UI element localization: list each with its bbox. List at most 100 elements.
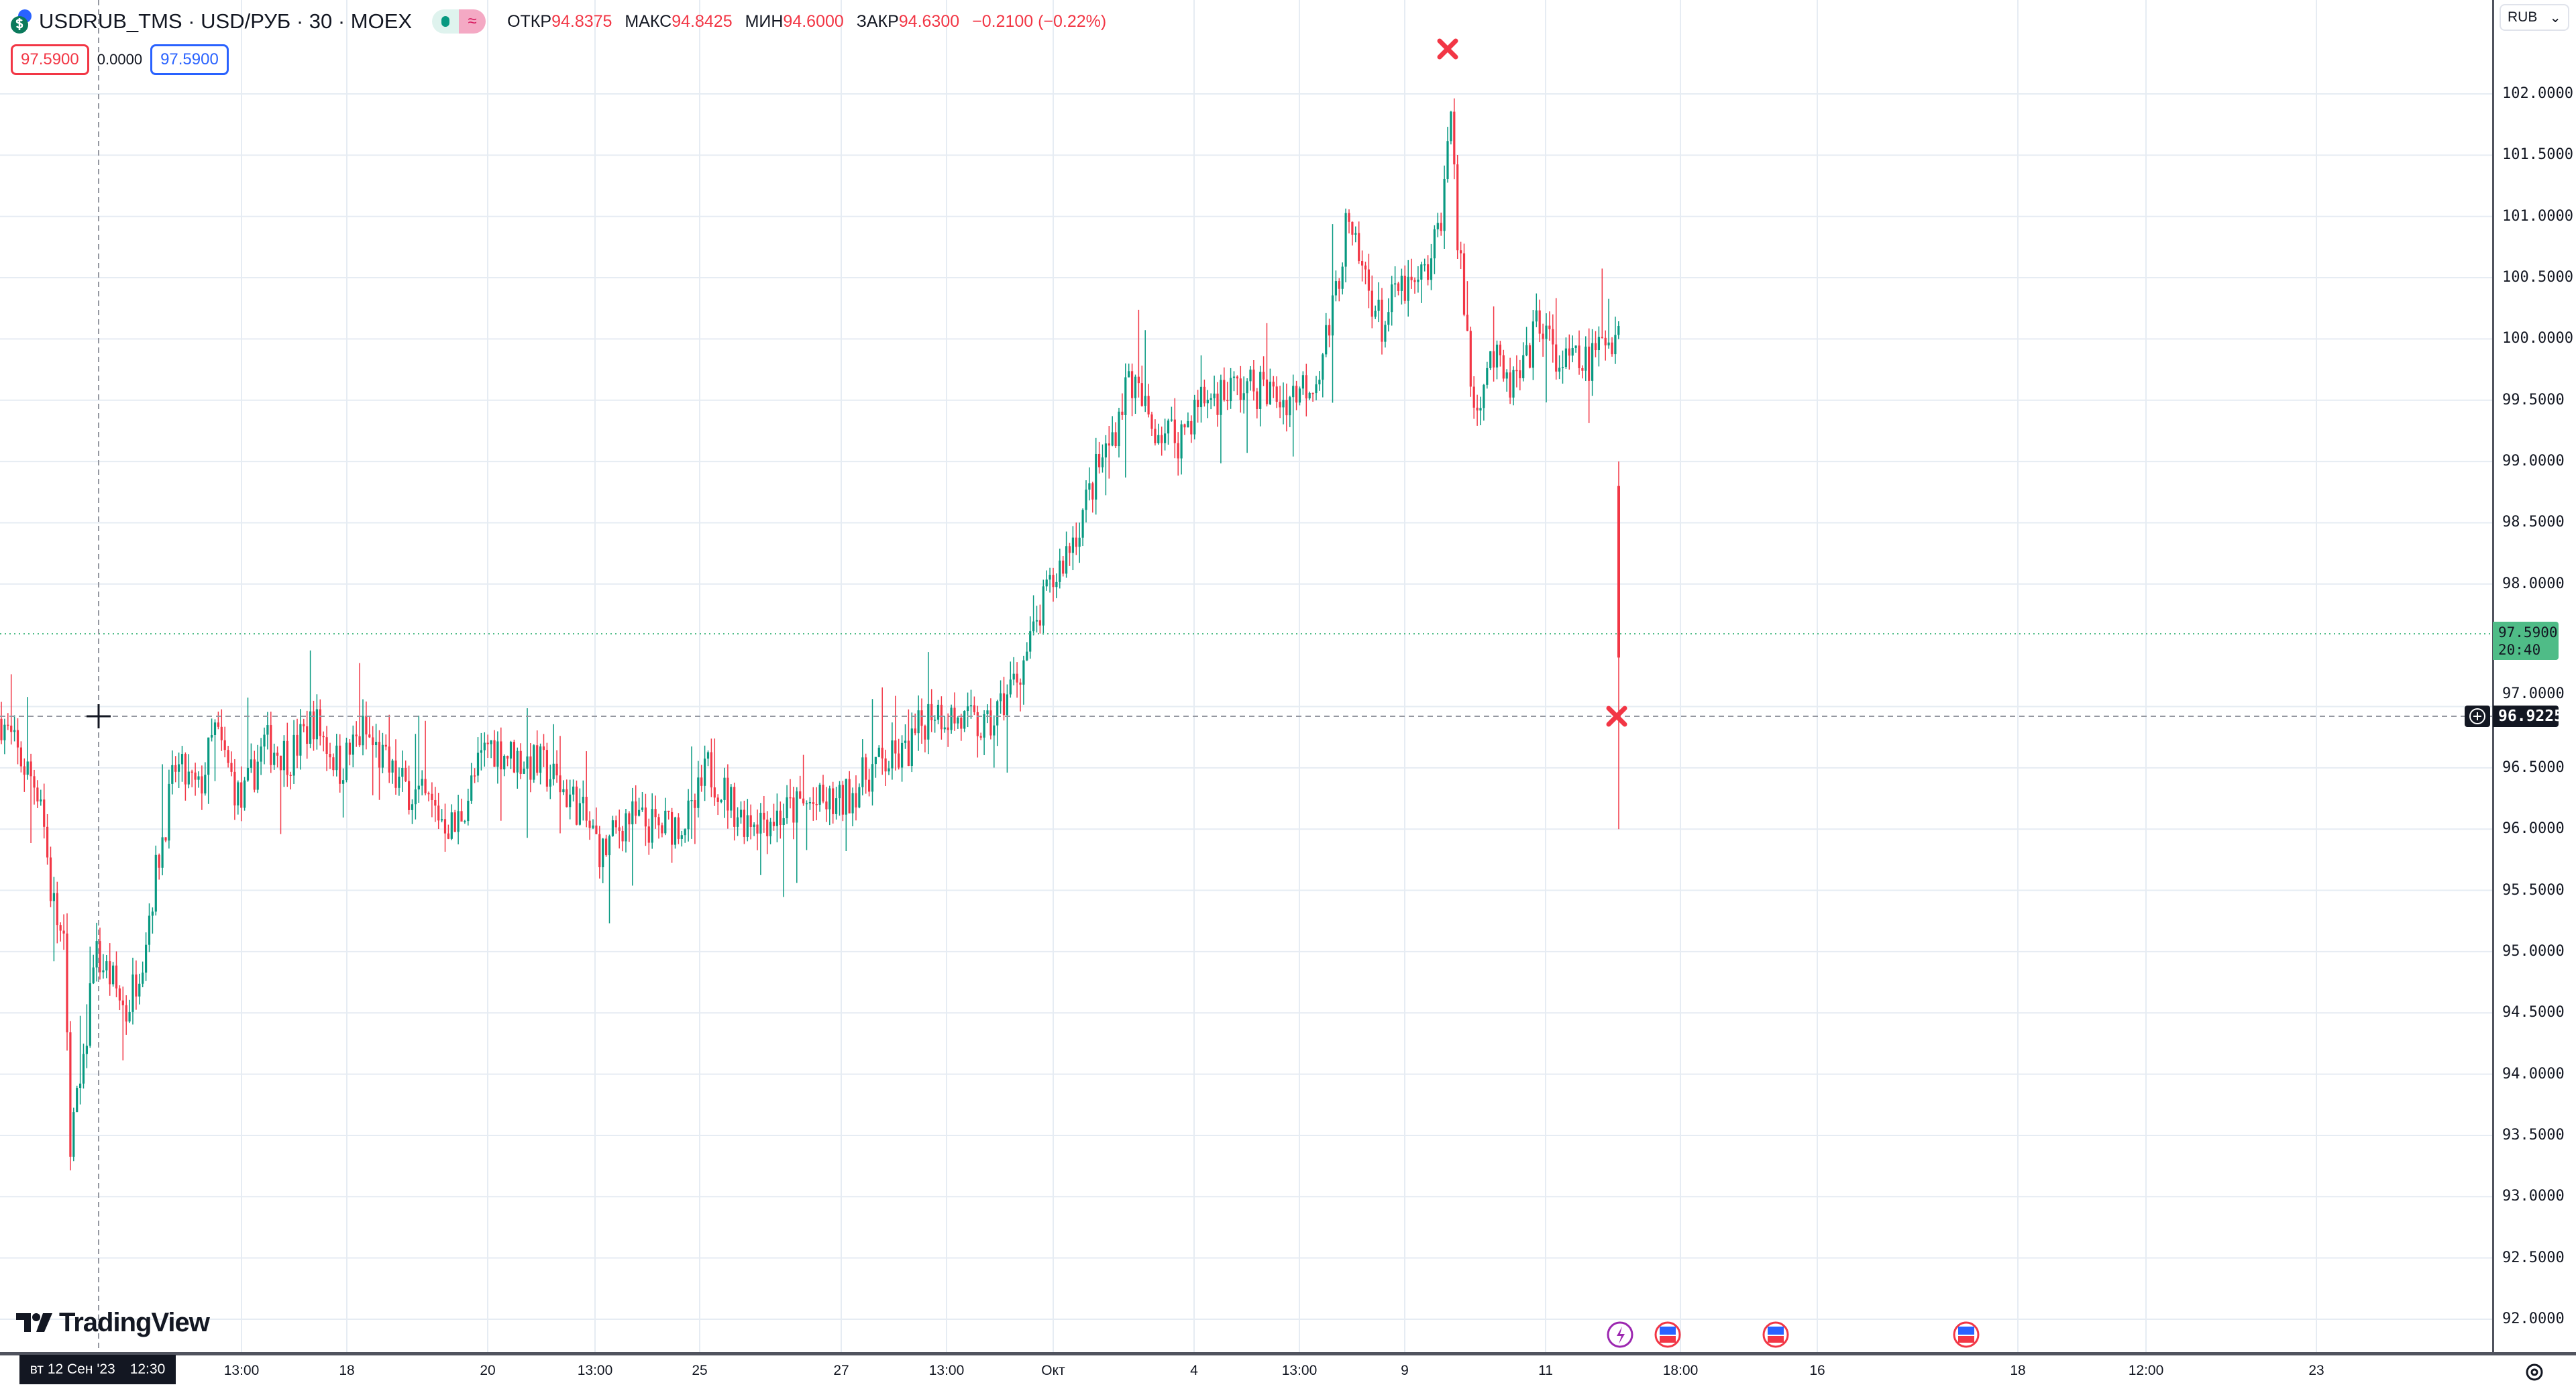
candle [95,922,98,982]
candle [467,788,470,826]
candle [569,779,572,820]
candle [796,787,798,883]
tradingview-logo[interactable]: TradingView [16,1308,210,1338]
candle [542,734,545,767]
time-axis[interactable] [0,1352,2576,1395]
candle [799,775,802,799]
candle [201,765,203,810]
candle [1052,567,1055,602]
candle [0,702,3,744]
candle [1384,321,1387,348]
candle [651,793,653,849]
candle [1387,298,1390,332]
candle [1199,355,1203,423]
candle [398,767,400,796]
spread-value: 0.0000 [97,51,143,68]
candle [207,737,210,804]
candle [1495,340,1499,380]
candle [1091,482,1094,513]
candle [1611,337,1613,357]
candle [523,761,525,775]
candle [1344,209,1347,282]
us-flag-event-icon[interactable] [1953,1321,1980,1348]
time-tick-label: 4 [1190,1363,1198,1378]
candle [684,828,686,843]
candle [1295,380,1298,410]
candle [552,724,555,786]
candle [1542,323,1544,357]
candle [618,810,621,849]
candle [1502,349,1505,382]
market-status[interactable]: ≈ [432,9,486,34]
candle [40,789,42,806]
candle [877,745,880,758]
candle [592,819,594,830]
candle [1298,386,1301,406]
x-marker-icon[interactable] [1606,706,1627,727]
candle [135,960,138,1010]
candle [1410,258,1413,289]
candle [1206,390,1209,418]
candle [142,961,144,988]
candle [1604,330,1607,361]
candle [1190,415,1193,443]
candle [174,756,177,783]
price-axis[interactable] [2492,0,2576,1353]
candle [1002,677,1006,721]
add-alert-button[interactable] [2465,706,2490,727]
candle [687,789,690,842]
candle [112,962,115,987]
x-marker-icon[interactable] [1437,38,1458,60]
candle [1328,319,1331,347]
sell-button[interactable]: 97.5900 [11,44,89,75]
candle [838,781,841,816]
candle [1220,374,1222,463]
candle [635,785,637,824]
currency-select[interactable]: RUB ⌄ [2500,4,2569,31]
candle [309,650,312,748]
candle [1275,376,1278,408]
candle [1525,327,1528,357]
candle [1108,425,1110,479]
candle [694,793,696,844]
candle [391,759,394,784]
candle [381,732,384,774]
settings-gear-icon[interactable] [2522,1360,2546,1384]
events-row [1607,1321,1980,1348]
candle [197,771,200,788]
candle [763,795,765,833]
time-tick-label: 18 [2010,1363,2026,1378]
candle [102,954,105,979]
candle [164,837,167,842]
candle [1591,329,1594,396]
us-flag-event-icon[interactable] [1762,1321,1789,1348]
lightning-event-icon[interactable] [1607,1321,1633,1348]
price-tick-label: 92.0000 [2502,1310,2565,1327]
candle [69,1021,72,1171]
candle [1000,680,1002,714]
buy-button[interactable]: 97.5900 [150,44,229,75]
candle [960,714,963,741]
candle [266,712,269,750]
candle [841,781,844,822]
candle [1472,376,1475,419]
candle [812,787,814,821]
candle [43,783,46,839]
candle [628,811,631,842]
symbol-title[interactable]: USDRUB_TMS · USD/РУБ · 30 · MOEX [39,9,413,33]
us-flag-event-icon[interactable] [1654,1321,1681,1348]
candle [1308,391,1311,400]
candle [516,747,519,789]
candle [1059,548,1061,589]
candle [1334,270,1337,302]
candle [1213,376,1216,406]
candle [700,765,703,792]
currency-label: RUB [2508,9,2538,25]
candle [56,881,58,944]
candle [296,718,299,769]
time-tick-label: 23 [2308,1363,2324,1378]
candle [1121,393,1124,420]
candle [1499,341,1501,367]
candle [1081,508,1084,547]
